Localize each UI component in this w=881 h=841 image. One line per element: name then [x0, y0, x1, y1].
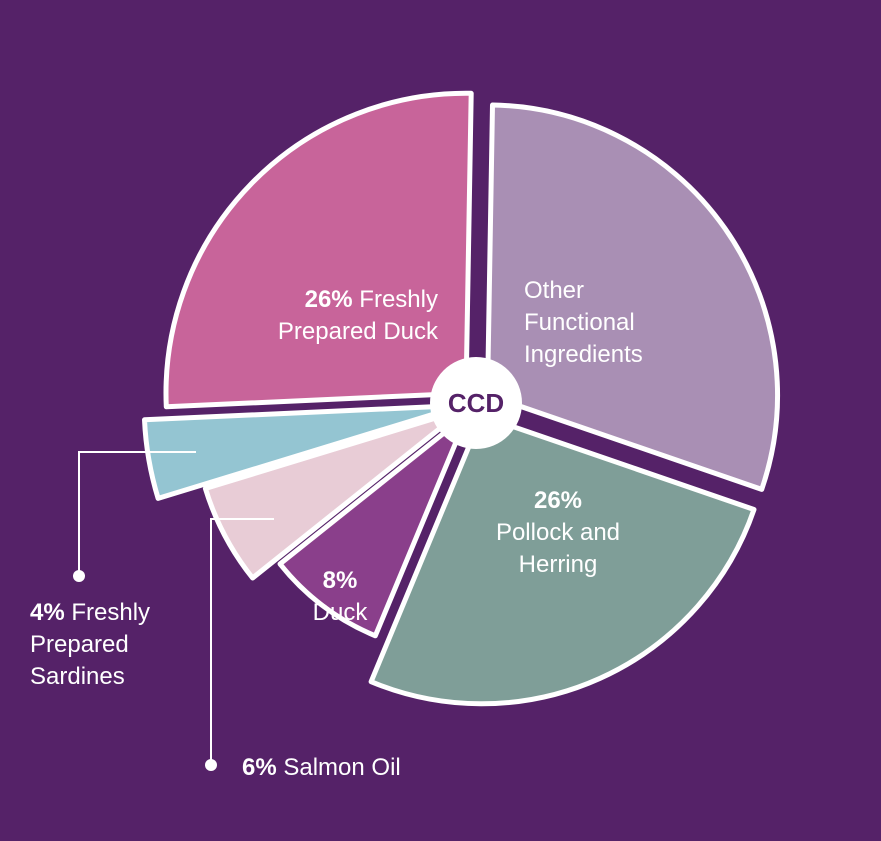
slice-salmon-oil: [202, 407, 467, 581]
leader-freshly-prepared-sardines: [78, 451, 196, 576]
label-salmon-oil: 6% Salmon Oil: [242, 754, 401, 781]
label-other-functional-ingredients: Other Functional Ingredients: [524, 277, 643, 368]
leader-lines: [73, 451, 274, 771]
slice-duck: [277, 411, 471, 639]
label-pollock-and-herring: 26% Pollock and Herring: [496, 487, 620, 578]
center-label: CCD: [448, 388, 504, 418]
leader-salmon-oil-dot: [205, 759, 217, 771]
labels-layer: Other Functional Ingredients 26% Pollock and…: [30, 277, 643, 781]
center-circle: [430, 357, 522, 449]
label-freshly-prepared-duck: 26% Freshly Prepared Duck: [278, 286, 439, 345]
slice-other-functional-ingredients: [485, 102, 781, 492]
label-duck: 8% Duck: [313, 567, 369, 626]
leader-freshly-prepared-sardines-dot: [73, 570, 85, 582]
slice-freshly-prepared-sardines: [142, 402, 465, 501]
center-badge: CCD: [430, 357, 522, 449]
leader-salmon-oil: [210, 518, 274, 765]
label-freshly-prepared-sardines: 4% Freshly Prepared Sardines: [30, 599, 150, 690]
slice-freshly-prepared-duck: [163, 90, 474, 410]
slice-pollock-and-herring: [368, 413, 757, 707]
slices-layer: [142, 90, 781, 707]
